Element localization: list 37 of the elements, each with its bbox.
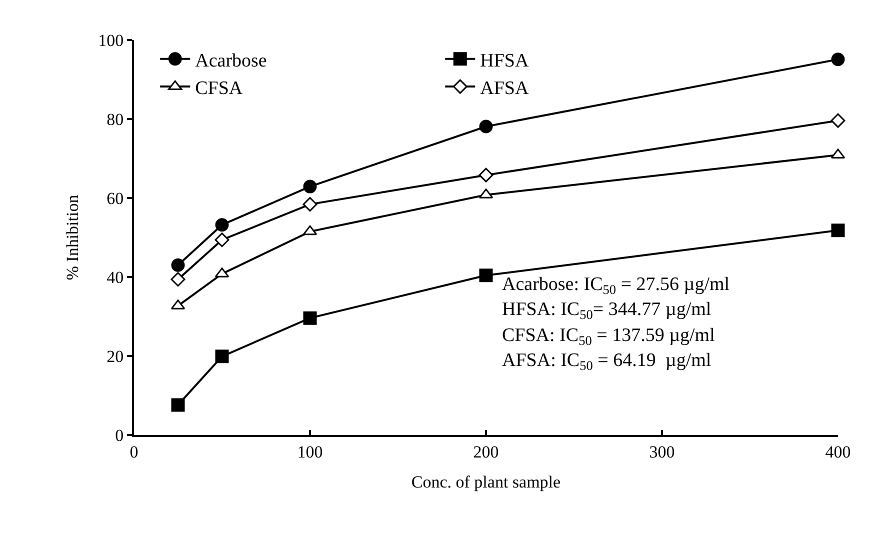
point <box>215 350 229 364</box>
point <box>831 52 845 66</box>
legend-label: AFSA <box>480 78 529 99</box>
annotation: Acarbose: IC$_{50}$ = 27.56 µg/ml <box>502 274 730 297</box>
point <box>479 268 493 282</box>
annotation: CFSA: IC$_{50}$ = 137.59 µg/ml <box>502 325 715 348</box>
y-tick-label: 60 <box>106 188 124 208</box>
point <box>214 232 230 248</box>
x-tick-label: 200 <box>473 442 499 462</box>
point <box>303 180 317 194</box>
legend-label: CFSA <box>195 78 243 99</box>
x-tick-label: 0 <box>130 442 138 462</box>
point <box>215 218 229 232</box>
point <box>170 272 186 287</box>
point <box>171 258 185 272</box>
point <box>831 224 845 238</box>
point <box>171 398 185 412</box>
point <box>479 120 493 134</box>
x-axis-title: Conc. of plant sample <box>411 472 561 492</box>
point <box>302 225 318 236</box>
y-tick-label: 80 <box>106 110 124 129</box>
y-axis-title: % Inhibition <box>63 194 82 280</box>
point <box>302 197 318 212</box>
x-tick-label: 400 <box>825 442 851 462</box>
y-tick-label: 20 <box>106 346 124 366</box>
x-tick-label: 300 <box>649 442 675 462</box>
x-tick-label: 100 <box>297 442 323 462</box>
y-tick-label: 40 <box>106 268 124 287</box>
y-tick-label: 100 <box>98 30 124 50</box>
annotation: AFSA: IC$_{50}$ = 64.19 µg/ml <box>502 350 712 373</box>
point <box>303 311 317 325</box>
annotation: HFSA: IC$_{50}$= 344.77 µg/ml <box>502 299 712 322</box>
point <box>478 168 494 182</box>
legend-label: HFSA <box>480 50 529 72</box>
y-tick-label: 0 <box>115 426 124 445</box>
point <box>830 113 846 128</box>
legend-label: Acarbose <box>195 50 267 72</box>
